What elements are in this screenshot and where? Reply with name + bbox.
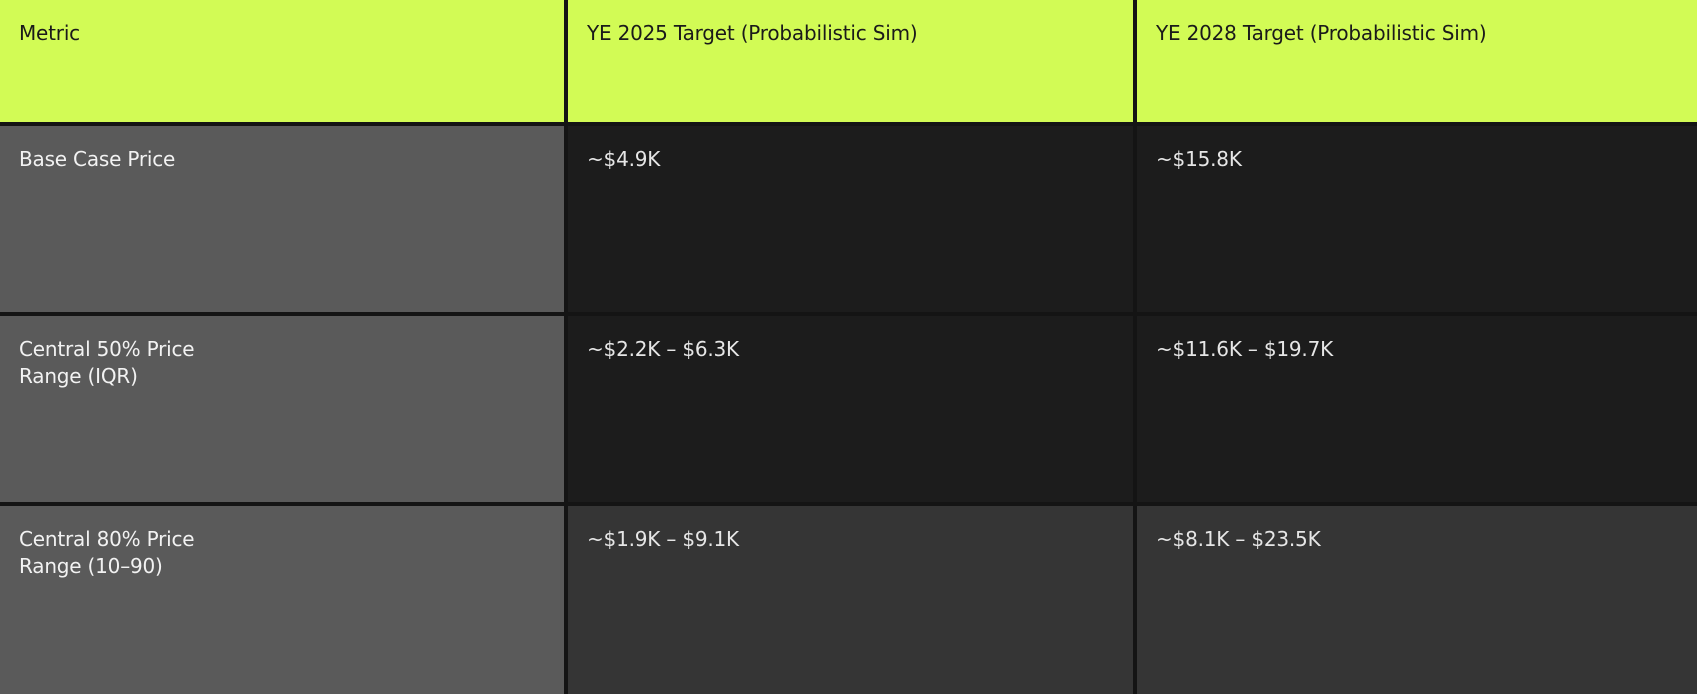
metric-label: Central 50% Price Range (IQR) [19,337,195,388]
metric-cell: Central 50% Price Range (IQR) [0,312,566,504]
metric-label: Base Case Price [19,147,176,171]
ye2028-cell: ~$15.8K [1133,122,1697,314]
metric-label: Central 80% Price Range (10–90) [19,527,195,578]
header-ye2025: YE 2025 Target (Probabilistic Sim) [564,0,1135,126]
table-row: Central 80% Price Range (10–90) ~$1.9K –… [0,502,1697,694]
ye2028-cell: ~$8.1K – $23.5K [1133,502,1697,694]
metric-cell: Central 80% Price Range (10–90) [0,502,566,694]
header-ye2028: YE 2028 Target (Probabilistic Sim) [1133,0,1697,126]
ye2028-cell: ~$11.6K – $19.7K [1133,312,1697,504]
ye2025-cell: ~$2.2K – $6.3K [564,312,1135,504]
header-metric: Metric [0,0,566,126]
ye2025-cell: ~$4.9K [564,122,1135,314]
header-row: Metric YE 2025 Target (Probabilistic Sim… [0,0,1697,126]
table-row: Base Case Price ~$4.9K ~$15.8K [0,122,1697,314]
table-row: Central 50% Price Range (IQR) ~$2.2K – $… [0,312,1697,504]
metric-cell: Base Case Price [0,122,566,314]
ye2025-cell: ~$1.9K – $9.1K [564,502,1135,694]
